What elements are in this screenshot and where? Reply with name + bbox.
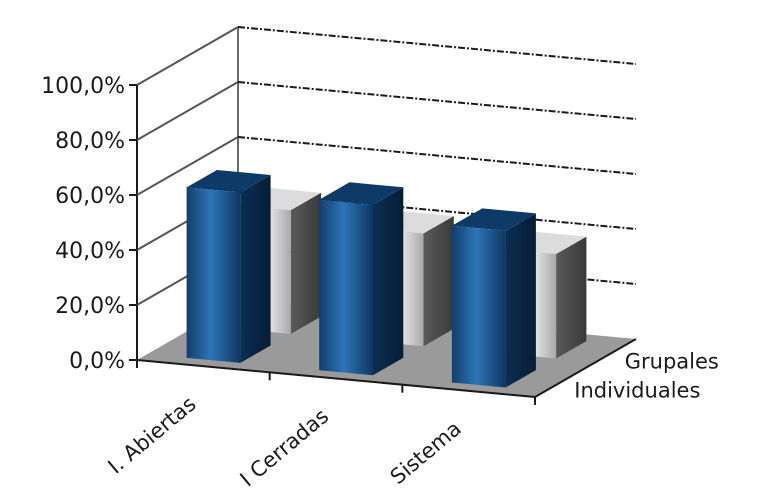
gridline-back-wall — [237, 136, 637, 175]
bar-individuales — [186, 170, 271, 363]
y-tick-label: 0,0% — [69, 349, 125, 374]
category-label: I. Abiertas — [103, 392, 200, 479]
x-axis-line — [136, 359, 536, 398]
y-tick-label: 100,0% — [41, 74, 125, 99]
bar-side-face — [423, 216, 454, 347]
gridline-back-wall — [237, 81, 637, 120]
category-label: Sistema — [386, 416, 466, 489]
gridline-left-wall — [136, 81, 239, 141]
depth-axis-line — [534, 338, 637, 398]
bar-side-face — [505, 213, 536, 388]
bar-front-face — [319, 199, 373, 376]
bar-side-face — [373, 187, 404, 376]
series-label: Grupales — [625, 350, 719, 374]
gridline-left-wall — [136, 26, 239, 86]
bar-top-face — [186, 170, 271, 193]
bar-front-face — [451, 225, 506, 388]
bar-side-face — [240, 175, 271, 363]
bar-individuales — [451, 208, 536, 388]
y-tick-label: 80,0% — [55, 129, 125, 154]
bar-top-face — [451, 208, 536, 231]
y-tick-label: 40,0% — [55, 239, 125, 264]
series-label: Individuales — [574, 379, 700, 403]
y-tick-label: 60,0% — [55, 184, 125, 209]
category-label: I Cerradas — [236, 404, 334, 491]
bar-side-face — [556, 236, 587, 359]
gridline-left-wall — [136, 136, 239, 196]
axes — [129, 84, 637, 405]
bar-side-face — [290, 192, 322, 334]
bar-individuales — [319, 182, 404, 376]
y-tick-label: 20,0% — [55, 294, 125, 319]
gridline-back-wall — [237, 26, 637, 65]
bar-front-face — [186, 187, 241, 363]
bars — [186, 170, 587, 388]
bar-top-face — [319, 182, 404, 205]
